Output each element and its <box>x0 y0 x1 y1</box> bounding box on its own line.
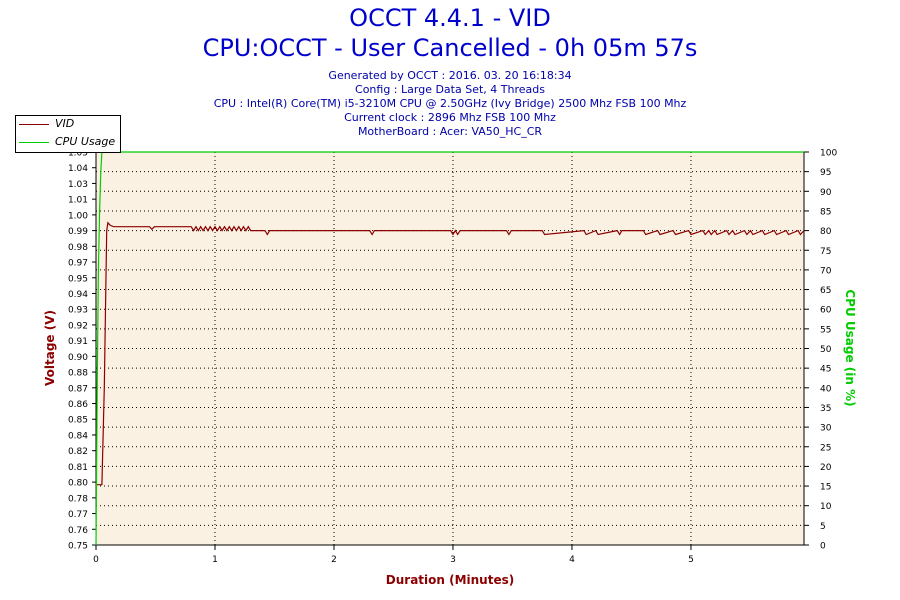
x-tick-label: 3 <box>450 555 456 565</box>
y-left-tick-label: 0.77 <box>68 510 88 520</box>
info-clock: Current clock : 2896 Mhz FSB 100 Mhz <box>344 111 556 124</box>
chart-legend: VID CPU Usage <box>15 115 121 153</box>
info-generated: Generated by OCCT : 2016. 03. 20 16:18:3… <box>328 69 572 82</box>
y-left-tick-label: 0.76 <box>68 526 88 536</box>
y-left-tick-label: 0.95 <box>68 274 88 284</box>
y-left-tick-label: 1.00 <box>68 211 88 221</box>
y-left-tick-label: 0.85 <box>68 416 88 426</box>
y-right-tick-label: 85 <box>820 207 831 217</box>
y-left-tick-label: 0.98 <box>68 243 88 253</box>
y-left-tick-label: 0.97 <box>68 259 88 269</box>
y-left-tick-label: 0.75 <box>68 542 88 552</box>
y-right-tick-label: 95 <box>820 168 831 178</box>
y-right-tick-label: 45 <box>820 365 831 375</box>
y-left-tick-label: 0.84 <box>68 431 88 441</box>
y-left-tick-label: 1.01 <box>68 196 88 206</box>
y-left-tick-label: 0.99 <box>68 227 88 237</box>
y-right-tick-label: 70 <box>820 266 832 276</box>
chart-title: OCCT 4.4.1 - VID <box>349 4 551 32</box>
legend-item-cpu-usage: CPU Usage <box>19 135 119 149</box>
y-left-tick-label: 0.92 <box>68 321 88 331</box>
x-tick-label: 4 <box>569 555 575 565</box>
x-axis-label: Duration (Minutes) <box>386 573 514 587</box>
y-left-tick-label: 1.04 <box>68 164 88 174</box>
y-left-tick-label: 0.81 <box>68 463 88 473</box>
legend-item-vid: VID <box>19 117 119 131</box>
legend-swatch-vid <box>19 124 49 125</box>
y-right-tick-label: 55 <box>820 325 831 335</box>
x-tick-label: 5 <box>688 555 694 565</box>
y-axis-label-left: Voltage (V) <box>43 310 57 386</box>
y-right-tick-label: 90 <box>820 188 832 198</box>
legend-label-cpu-usage: CPU Usage <box>55 135 116 148</box>
y-left-tick-label: 0.78 <box>68 494 88 504</box>
y-right-tick-label: 60 <box>820 306 832 316</box>
y-right-tick-label: 10 <box>820 502 832 512</box>
y-right-tick-label: 80 <box>820 227 832 237</box>
y-left-tick-label: 1.03 <box>68 180 88 190</box>
y-right-tick-label: 35 <box>820 404 831 414</box>
plot-area <box>96 152 804 545</box>
y-left-tick-label: 0.90 <box>68 353 88 363</box>
y-left-tick-label: 0.87 <box>68 384 88 394</box>
x-tick-label: 1 <box>212 555 218 565</box>
y-left-tick-label: 0.82 <box>68 447 88 457</box>
y-right-tick-label: 75 <box>820 247 831 257</box>
y-left-tick-label: 0.88 <box>68 369 88 379</box>
x-tick-label: 0 <box>93 555 99 565</box>
y-right-tick-label: 65 <box>820 286 831 296</box>
legend-label-vid: VID <box>55 117 75 130</box>
y-right-tick-label: 25 <box>820 443 831 453</box>
y-right-tick-label: 50 <box>820 345 832 355</box>
y-right-tick-label: 30 <box>820 424 832 434</box>
info-motherboard: MotherBoard : Acer: VA50_HC_CR <box>357 125 543 138</box>
x-tick-label: 2 <box>331 555 337 565</box>
series-line-vid <box>96 221 805 486</box>
chart-subtitle: CPU:OCCT - User Cancelled - 0h 05m 57s <box>202 34 698 62</box>
info-config: Config : Large Data Set, 4 Threads <box>355 83 545 96</box>
y-right-tick-label: 20 <box>820 463 832 473</box>
y-right-tick-label: 0 <box>820 542 826 552</box>
info-cpu: CPU : Intel(R) Core(TM) i5-3210M CPU @ 2… <box>213 97 687 110</box>
y-left-tick-label: 0.80 <box>68 479 88 489</box>
y-left-tick-label: 0.93 <box>68 306 88 316</box>
y-right-tick-label: 40 <box>820 384 832 394</box>
y-left-tick-label: 1.05 <box>68 149 88 159</box>
y-left-tick-label: 0.91 <box>68 337 88 347</box>
legend-swatch-cpu-usage <box>19 142 49 143</box>
y-left-tick-label: 0.86 <box>68 400 88 410</box>
y-right-tick-label: 100 <box>820 149 837 159</box>
y-right-tick-label: 5 <box>820 522 826 532</box>
y-axis-label-right: CPU Usage (in %) <box>843 289 857 406</box>
y-right-tick-label: 15 <box>820 483 831 493</box>
y-left-tick-label: 0.94 <box>68 290 88 300</box>
